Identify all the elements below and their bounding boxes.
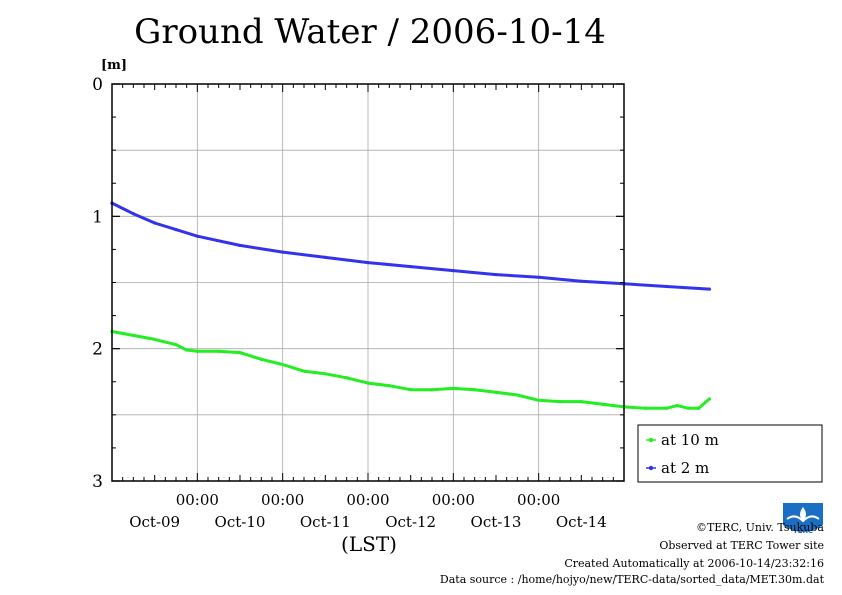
data-point bbox=[473, 388, 477, 392]
y-tick-label: 0 bbox=[92, 75, 103, 95]
x-tick-time-label: 00:00 bbox=[261, 491, 304, 509]
legend-swatch-marker bbox=[648, 465, 654, 471]
data-point bbox=[281, 362, 285, 367]
data-point bbox=[259, 357, 263, 361]
data-point bbox=[579, 400, 583, 404]
data-point bbox=[153, 221, 157, 225]
data-point bbox=[451, 268, 455, 273]
data-point bbox=[195, 234, 199, 238]
data-point bbox=[601, 402, 605, 406]
data-point bbox=[153, 337, 157, 342]
data-point bbox=[409, 388, 413, 392]
data-point bbox=[686, 406, 690, 410]
y-tick-label: 3 bbox=[92, 472, 103, 492]
data-point bbox=[494, 272, 498, 277]
legend-swatch-marker bbox=[648, 437, 654, 443]
legend: at 10 m at 2 m bbox=[637, 424, 823, 483]
data-point bbox=[217, 349, 221, 353]
data-point bbox=[323, 372, 327, 376]
x-tick-date-label: Oct-12 bbox=[385, 513, 436, 531]
data-point bbox=[131, 212, 135, 216]
series-layer bbox=[110, 201, 711, 410]
data-point bbox=[185, 348, 189, 352]
data-point bbox=[302, 369, 306, 373]
y-axis: 0 1 2 3 bbox=[92, 75, 624, 492]
data-point bbox=[174, 343, 178, 347]
data-point bbox=[387, 384, 391, 388]
data-point bbox=[366, 261, 370, 265]
data-point bbox=[323, 255, 327, 259]
data-point bbox=[707, 287, 711, 291]
data-point bbox=[195, 349, 199, 353]
x-tick-date-label: Oct-11 bbox=[300, 513, 351, 531]
observed-text: Observed at TERC Tower site bbox=[659, 539, 824, 552]
legend-box bbox=[637, 424, 823, 483]
data-point bbox=[430, 388, 434, 392]
data-point bbox=[537, 398, 541, 402]
x-axis-label: (LST) bbox=[341, 532, 397, 556]
source-text: Data source : /home/hojyo/new/TERC-data/… bbox=[439, 573, 824, 586]
data-point bbox=[579, 279, 583, 283]
x-tick-date-label: Oct-14 bbox=[556, 513, 607, 531]
data-point bbox=[494, 390, 498, 394]
logo-text: TERC bbox=[793, 527, 813, 535]
data-point bbox=[409, 265, 413, 269]
x-tick-time-label: 00:00 bbox=[176, 491, 219, 509]
x-axis: 00:00 00:00 00:00 00:00 00:00 Oct-09 Oct-10 Oct… bbox=[122, 84, 614, 531]
y-tick-label: 2 bbox=[92, 340, 103, 360]
data-point bbox=[665, 406, 669, 410]
data-point bbox=[366, 381, 370, 385]
created-text: Created Automatically at 2006-10-14/23:3… bbox=[564, 557, 824, 570]
series-line-1 bbox=[110, 330, 711, 410]
data-point bbox=[697, 406, 701, 410]
data-point bbox=[238, 243, 242, 248]
data-point bbox=[131, 333, 135, 338]
data-point bbox=[451, 386, 455, 390]
data-point bbox=[707, 397, 711, 401]
data-point bbox=[174, 227, 178, 232]
x-tick-date-label: Oct-10 bbox=[215, 513, 266, 531]
data-point bbox=[675, 403, 679, 408]
data-point bbox=[238, 351, 242, 355]
data-point bbox=[643, 406, 647, 410]
y-axis-label: [m] bbox=[101, 58, 127, 73]
copyright-text: ©TERC, Univ. Tsukuba bbox=[695, 521, 824, 534]
data-point bbox=[281, 250, 285, 254]
data-point bbox=[537, 275, 541, 279]
data-point bbox=[558, 400, 562, 404]
x-tick-date-label: Oct-13 bbox=[471, 513, 522, 531]
x-tick-time-label: 00:00 bbox=[517, 491, 560, 509]
data-point bbox=[345, 376, 349, 380]
data-point bbox=[515, 393, 519, 397]
x-tick-time-label: 00:00 bbox=[346, 491, 389, 509]
grid bbox=[112, 84, 624, 481]
y-tick-label: 1 bbox=[92, 207, 103, 227]
legend-label: at 2 m bbox=[661, 459, 709, 477]
x-tick-date-label: Oct-09 bbox=[129, 513, 180, 531]
data-point bbox=[665, 284, 669, 289]
legend-label: at 10 m bbox=[661, 431, 719, 449]
chart-title: Ground Water / 2006-10-14 bbox=[134, 12, 606, 52]
x-tick-time-label: 00:00 bbox=[432, 491, 475, 509]
terc-logo-icon: TERC bbox=[783, 503, 823, 535]
